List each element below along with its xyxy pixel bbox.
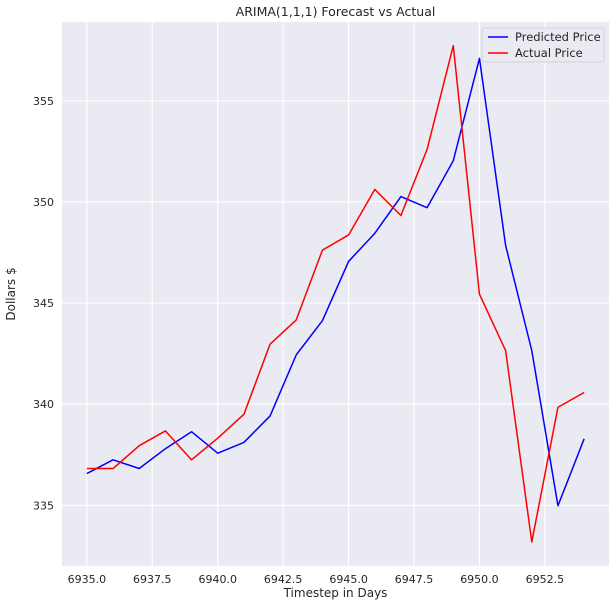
chart-title: ARIMA(1,1,1) Forecast vs Actual (236, 4, 436, 19)
x-tick-label: 6950.0 (460, 573, 499, 586)
x-tick-label: 6937.5 (133, 573, 172, 586)
x-tick-label: 6940.0 (198, 573, 237, 586)
legend-box (481, 27, 605, 63)
series-line-predicted-price (86, 57, 585, 507)
x-tick-label: 6935.0 (68, 573, 107, 586)
series-layer (86, 44, 585, 543)
legend-label: Predicted Price (515, 30, 601, 44)
plot-area (62, 22, 609, 566)
x-tick-label: 6952.5 (526, 573, 565, 586)
legend: Predicted Price Actual Price (481, 27, 605, 63)
x-tick-label: 6942.5 (264, 573, 303, 586)
legend-label: Actual Price (515, 46, 583, 60)
x-tick-labels: 6935.0 6937.5 6940.0 6942.5 6945.0 6947.5 6950… (68, 573, 565, 586)
series-line-actual-price (86, 44, 585, 543)
x-tick-label: 6945.0 (329, 573, 368, 586)
y-axis-title: Dollars $ (4, 267, 18, 320)
x-tick-label: 6947.5 (395, 573, 434, 586)
y-tick-label: 345 (33, 297, 54, 310)
x-axis-title: Timestep in Days (283, 586, 388, 600)
y-tick-label: 355 (33, 95, 54, 108)
y-tick-label: 340 (33, 398, 54, 411)
grid (62, 22, 609, 566)
y-tick-labels: 335 340 345 350 355 (33, 95, 54, 512)
y-tick-label: 335 (33, 499, 54, 512)
y-tick-label: 350 (33, 196, 54, 209)
